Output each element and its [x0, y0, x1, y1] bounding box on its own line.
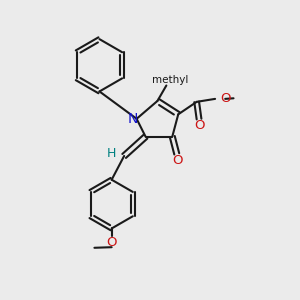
Text: O: O — [106, 236, 117, 249]
Text: O: O — [194, 119, 205, 132]
Text: N: N — [128, 112, 138, 126]
Text: O: O — [220, 92, 230, 105]
Text: methyl: methyl — [152, 75, 188, 85]
Text: O: O — [172, 154, 183, 167]
Text: H: H — [106, 147, 116, 160]
